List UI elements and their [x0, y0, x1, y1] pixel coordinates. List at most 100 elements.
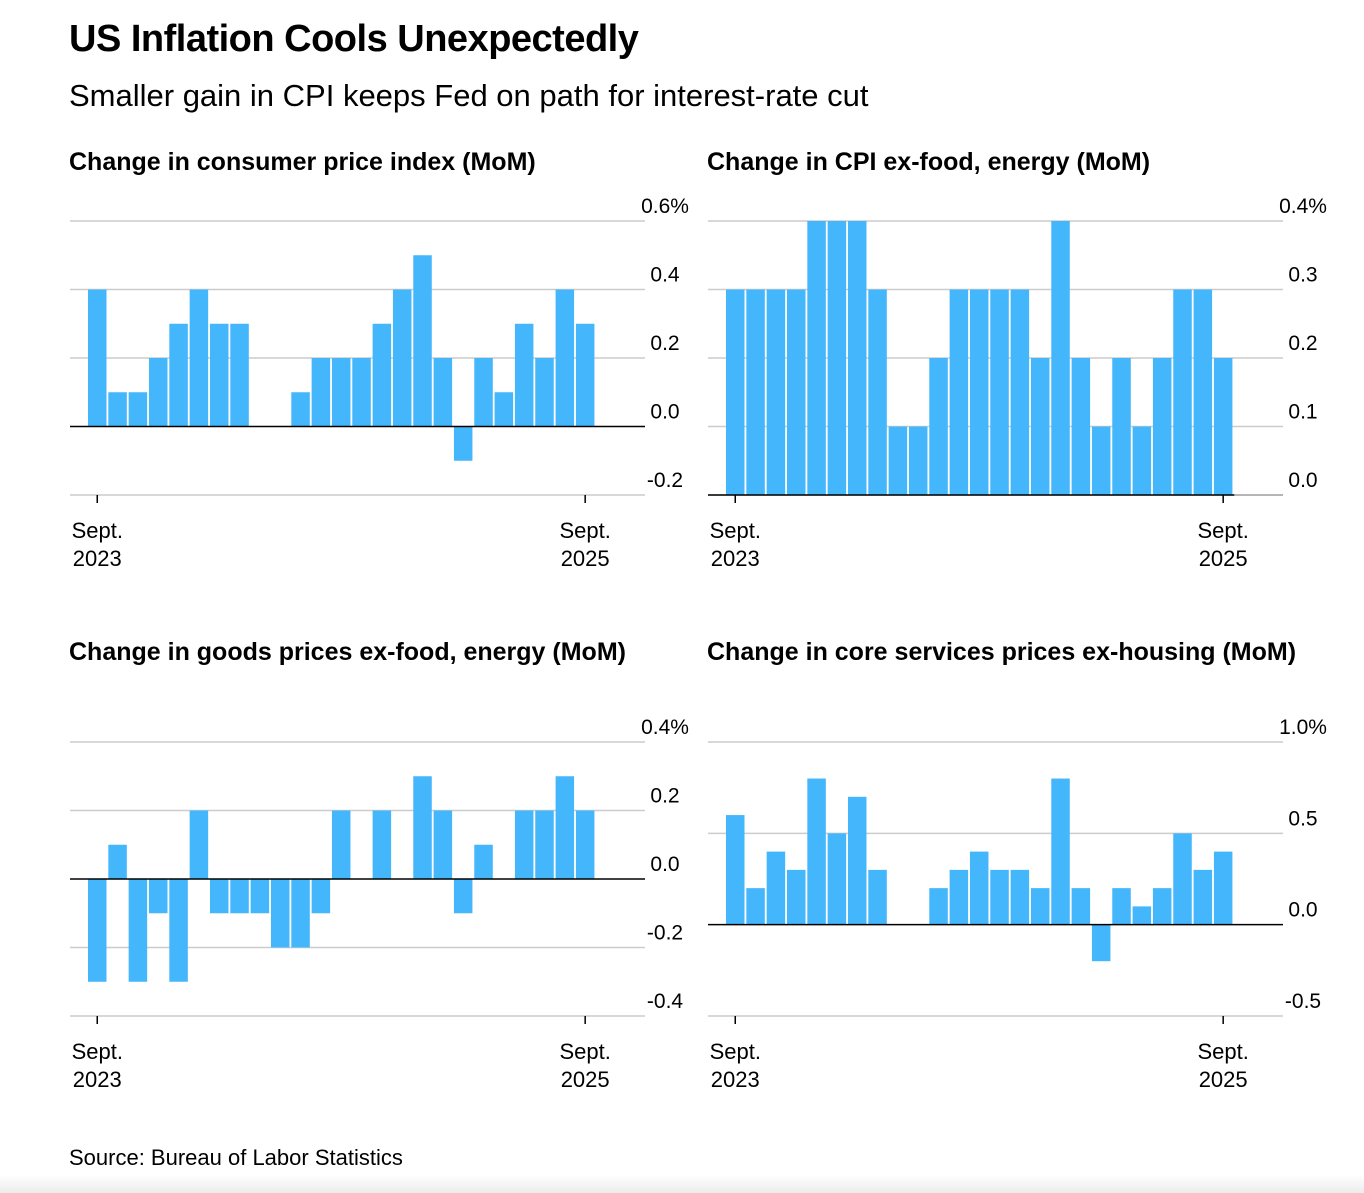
supercore-bar — [1010, 869, 1030, 925]
core-ytick-label: 0.0 — [1288, 469, 1317, 492]
supercore-bar — [868, 869, 887, 925]
core-ytick-label: 0.3 — [1288, 264, 1317, 287]
goods-bar — [128, 879, 148, 982]
supercore-ytick-label: 1.0% — [1279, 716, 1327, 739]
goods-bar — [555, 776, 575, 879]
goods-bar — [474, 844, 493, 879]
cpi-bar — [209, 323, 229, 427]
cpi-bar — [352, 358, 371, 427]
cpi-bar — [230, 323, 249, 427]
cpi-bar — [88, 289, 107, 427]
core-bar — [1010, 289, 1030, 495]
goods-ytick-label: 0.4% — [641, 716, 689, 739]
core-xtick-label: 2023 — [711, 546, 760, 571]
supercore-bar — [1193, 869, 1213, 925]
supercore-bar — [807, 778, 826, 925]
cpi-bar — [128, 392, 148, 427]
headline: US Inflation Cools Unexpectedly — [69, 18, 639, 60]
cpi-ytick-label: -0.2 — [647, 469, 683, 492]
core-bar — [949, 289, 969, 495]
goods-bar — [331, 810, 351, 879]
supercore-bar — [1112, 888, 1131, 925]
cpi-bar — [108, 392, 127, 427]
core-bar — [929, 358, 948, 495]
supercore-bar — [1091, 924, 1111, 962]
supercore-bar — [1030, 888, 1050, 925]
core-bar — [969, 289, 989, 495]
source-note: Source: Bureau of Labor Statistics — [69, 1145, 403, 1170]
goods-bar — [372, 810, 392, 879]
goods-bar — [453, 879, 473, 914]
core-bar — [888, 426, 908, 495]
goods-ytick-label: 0.0 — [650, 853, 679, 876]
cpi-ytick-label: 0.0 — [650, 401, 679, 424]
supercore-bar — [1051, 778, 1070, 925]
supercore-xtick-label: Sept. — [1197, 1039, 1248, 1064]
core-bar — [726, 289, 745, 495]
supercore-bar — [847, 796, 867, 925]
core-bar — [1030, 358, 1050, 495]
goods-bar — [311, 879, 331, 914]
core-bar — [990, 289, 1009, 495]
panel-title-supercore: Change in core services prices ex-housin… — [707, 638, 1297, 666]
core-bar — [827, 221, 847, 495]
panel-title-core: Change in CPI ex-food, energy (MoM) — [707, 148, 1151, 176]
goods-bar — [148, 879, 168, 914]
core-bar — [1193, 289, 1213, 495]
goods-ytick-label: 0.2 — [650, 785, 679, 808]
cpi-ytick-label: 0.6% — [641, 195, 689, 218]
cpi-bar — [453, 426, 473, 461]
cpi-bar — [311, 358, 331, 427]
supercore-bar — [1173, 833, 1192, 925]
supercore-bar — [990, 869, 1009, 925]
goods-xtick-label: Sept. — [559, 1039, 610, 1064]
core-bar — [1051, 221, 1070, 495]
goods-bar — [535, 810, 554, 879]
panel-title-cpi: Change in consumer price index (MoM) — [69, 148, 536, 176]
supercore-bar — [1132, 906, 1152, 925]
supercore-chart: 1.0% 0.5 0.0 -0.5 Sept. 2023 Sept. 2025 — [708, 716, 1327, 1092]
supercore-bar — [766, 851, 786, 925]
core-bar — [1173, 289, 1192, 495]
goods-bar — [230, 879, 249, 914]
core-xtick-label: Sept. — [1197, 518, 1248, 543]
core-bar — [786, 289, 806, 495]
supercore-xtick-label: Sept. — [710, 1039, 761, 1064]
cpi-xtick-label: 2025 — [561, 546, 610, 571]
goods-xtick-label: 2025 — [561, 1067, 610, 1092]
core-bar — [1071, 358, 1091, 495]
core-bar — [908, 426, 928, 495]
panel-title-goods: Change in goods prices ex-food, energy (… — [69, 638, 626, 666]
core-bar — [1213, 358, 1233, 495]
cpi-bar — [494, 392, 514, 427]
core-bar — [868, 289, 887, 495]
cpi-bar — [169, 323, 188, 427]
goods-bar — [514, 810, 534, 879]
goods-bar — [250, 879, 270, 914]
goods-bar — [433, 810, 453, 879]
goods-bar — [88, 879, 107, 982]
core-bar — [1152, 358, 1172, 495]
cpi-bar — [331, 358, 351, 427]
goods-bar — [209, 879, 229, 914]
supercore-ytick-label: 0.5 — [1288, 807, 1317, 830]
supercore-bar — [1213, 851, 1233, 925]
core-bar — [1112, 358, 1131, 495]
core-bar — [847, 221, 867, 495]
cpi-chart: 0.6% 0.4 0.2 0.0 -0.2 Sept. 2023 Sept. 2025 — [70, 195, 689, 571]
cpi-bar — [575, 323, 595, 427]
core-cpi-chart: 0.4% 0.3 0.2 0.1 0.0 Sept. 2023 Sept. 2025 — [708, 195, 1327, 571]
core-xtick-label: Sept. — [710, 518, 761, 543]
supercore-bar — [929, 888, 948, 925]
core-bar — [766, 289, 786, 495]
core-ytick-label: 0.4% — [1279, 195, 1327, 218]
core-xtick-label: 2025 — [1199, 546, 1248, 571]
core-bar — [1132, 426, 1152, 495]
goods-bar — [189, 810, 209, 879]
supercore-ytick-label: -0.5 — [1285, 990, 1321, 1013]
cpi-bar — [148, 358, 168, 427]
cpi-xtick-label: 2023 — [73, 546, 122, 571]
goods-bar — [169, 879, 188, 982]
goods-xtick-label: Sept. — [72, 1039, 123, 1064]
goods-xtick-label: 2023 — [73, 1067, 122, 1092]
